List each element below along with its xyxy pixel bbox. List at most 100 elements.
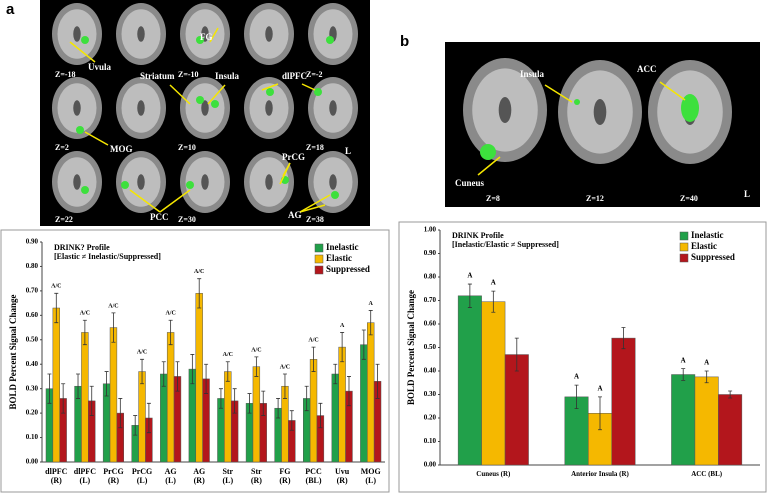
- annotation: A/C: [194, 269, 204, 275]
- slice-label: Z=-18: [55, 70, 76, 79]
- slice-label: Z=38: [306, 215, 324, 224]
- bar: [457, 295, 482, 466]
- legend-swatch: [314, 265, 324, 275]
- error-bar: [82, 319, 87, 346]
- error-bar: [218, 388, 223, 409]
- y-tick-label: 0.60: [424, 320, 437, 328]
- error-bar: [375, 363, 380, 399]
- activation: [480, 144, 496, 160]
- chart-frame: [0, 229, 390, 493]
- ventricle: [329, 100, 337, 116]
- bar: [338, 346, 346, 463]
- annotation: A/C: [137, 350, 147, 356]
- y-tick-label: 0.00: [26, 458, 39, 466]
- error-bar: [282, 373, 287, 399]
- error-bar: [111, 312, 116, 343]
- y-axis-label: BOLD Percent Signal Change: [8, 294, 18, 409]
- x-tick-label: Cuneus (R): [476, 470, 511, 478]
- ventricle: [137, 26, 145, 42]
- x-tick-label: PCC (BL): [305, 467, 322, 485]
- error-bar: [304, 385, 309, 412]
- legend-label: Elastic: [326, 253, 352, 263]
- error-bar: [161, 361, 166, 387]
- legend-swatch: [679, 242, 689, 252]
- y-tick-label: 0.40: [26, 360, 39, 368]
- error-bar: [175, 361, 180, 392]
- annotation: A: [467, 272, 472, 280]
- legend-label: Inelastic: [691, 230, 724, 240]
- error-bar: [146, 402, 151, 434]
- error-bar: [311, 346, 316, 372]
- y-tick-label: 0.80: [26, 262, 39, 270]
- x-tick-label: ACC (BL): [691, 470, 723, 478]
- bar: [52, 307, 60, 463]
- error-bar: [190, 354, 195, 385]
- x-tick-label: MOG (L): [360, 467, 381, 485]
- bar: [360, 344, 368, 463]
- error-bar: [491, 290, 496, 313]
- bar: [160, 373, 168, 463]
- error-bar: [368, 310, 373, 336]
- activation: [121, 181, 129, 189]
- legend-label: Suppressed: [691, 252, 735, 262]
- error-bar: [133, 415, 138, 436]
- region-label: Striatum: [140, 71, 175, 81]
- y-tick-label: 0.10: [26, 433, 39, 441]
- bar: [481, 301, 506, 466]
- bar: [166, 332, 175, 463]
- bar: [309, 359, 318, 463]
- bar: [611, 337, 636, 466]
- chart-frame: [398, 221, 767, 493]
- x-tick-label: Uvu (R): [335, 467, 350, 485]
- region-label: ACC: [637, 64, 657, 74]
- bar: [252, 366, 261, 463]
- annotation: A/C: [80, 311, 90, 317]
- error-bar: [204, 363, 209, 394]
- error-bar: [254, 356, 259, 377]
- slice-label: Z=-10: [178, 70, 199, 79]
- ventricle: [265, 174, 273, 190]
- error-bar: [168, 319, 173, 346]
- activation: [186, 181, 194, 189]
- y-tick-label: 0.50: [26, 335, 39, 343]
- ventricle: [73, 174, 81, 190]
- activation: [681, 94, 699, 122]
- x-tick-label: AG (R): [193, 467, 206, 485]
- x-tick-label: Str (R): [250, 467, 262, 485]
- error-bar: [54, 292, 59, 324]
- annotation: A: [704, 359, 709, 367]
- legend-label: Suppressed: [326, 264, 370, 274]
- chart-subtitle: [Inelastic/Elastic ≠ Suppressed]: [452, 240, 559, 249]
- error-bar: [261, 390, 266, 416]
- y-tick-label: 0.30: [424, 390, 437, 398]
- ventricle: [201, 100, 209, 116]
- bar: [195, 293, 203, 463]
- orientation-label: L: [345, 146, 351, 156]
- error-bar: [247, 393, 252, 414]
- x-tick-label: Anterior Insula (R): [571, 470, 629, 478]
- error-bar: [225, 361, 230, 382]
- ventricle: [329, 174, 337, 190]
- brain-slices: [52, 3, 732, 213]
- error-bar: [361, 329, 366, 360]
- bar: [138, 371, 146, 463]
- activation: [196, 96, 204, 104]
- y-axis-label: BOLD Percent Signal Change: [406, 290, 416, 405]
- error-bar: [514, 337, 519, 372]
- region-label: PrCG: [282, 152, 305, 162]
- y-tick-label: 0.90: [424, 249, 437, 257]
- bar: [331, 373, 339, 463]
- x-tick-label: Str (L): [222, 467, 234, 485]
- error-bar: [61, 383, 66, 414]
- slice-label: Z=40: [680, 194, 698, 203]
- y-tick-label: 0.70: [424, 296, 437, 304]
- slice-label: Z=2: [55, 143, 69, 152]
- chart-subtitle: [Elastic ≠ Inelastic/Suppressed]: [54, 252, 161, 261]
- annotation: A: [369, 301, 374, 307]
- activation: [76, 126, 84, 134]
- ventricle: [73, 100, 81, 116]
- annotation: A: [681, 356, 686, 364]
- y-tick-label: 0.60: [26, 311, 39, 319]
